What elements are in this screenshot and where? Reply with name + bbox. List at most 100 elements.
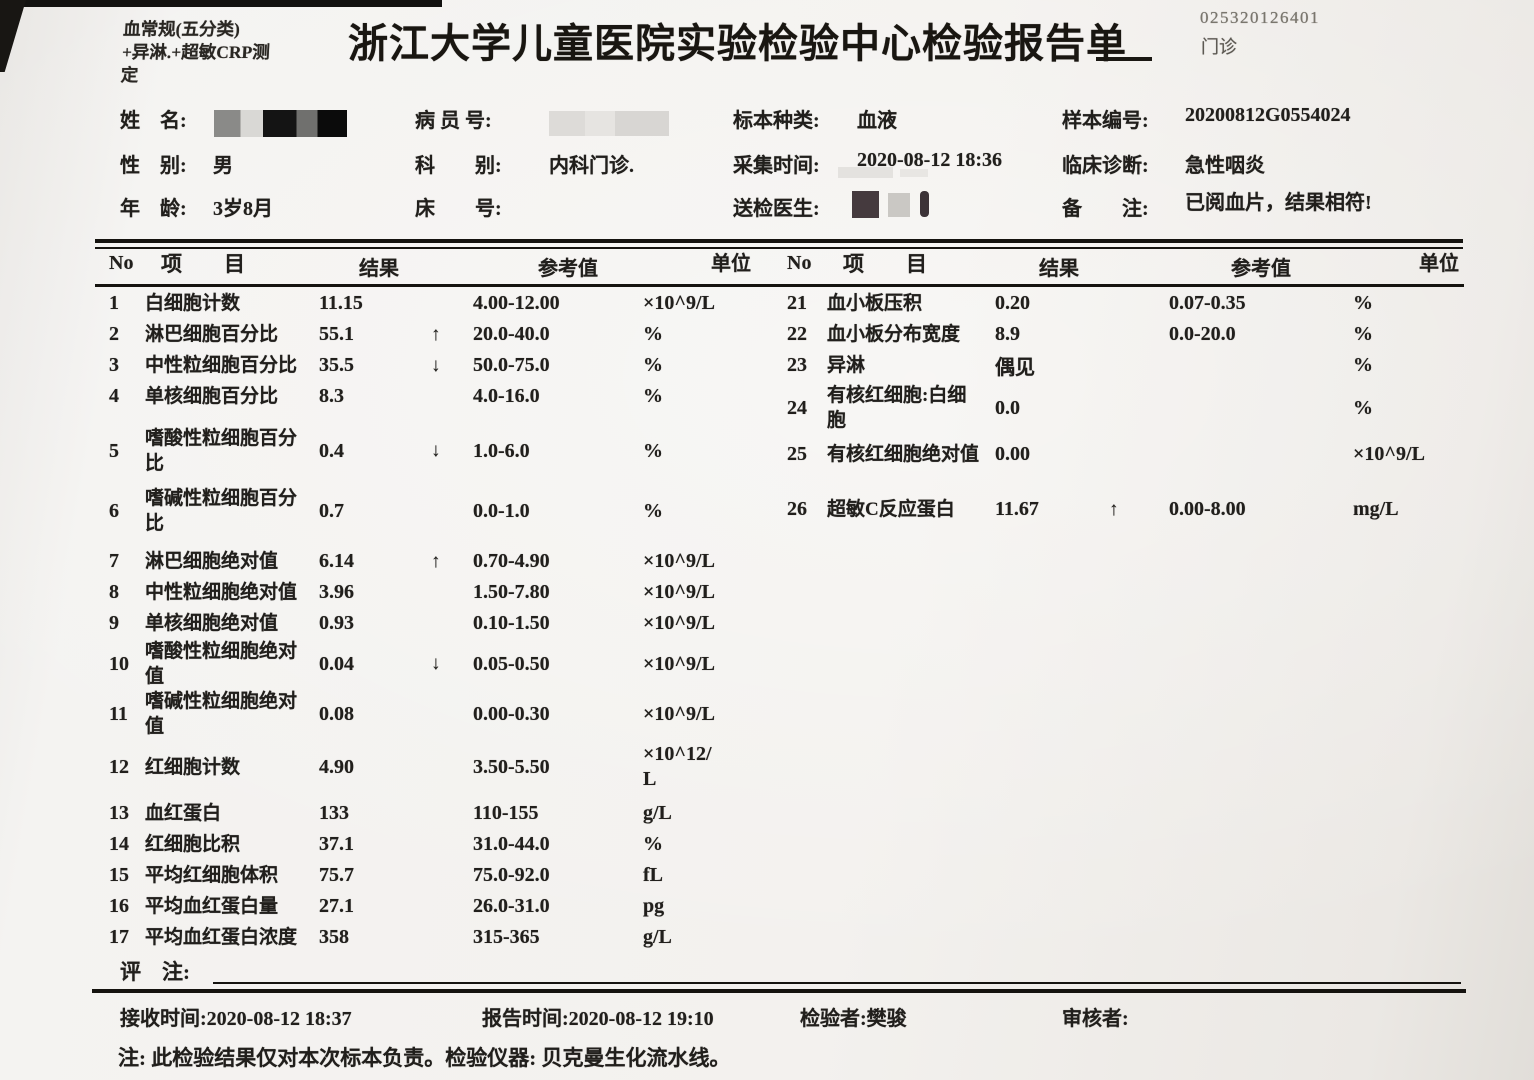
col-result-header: 结果 bbox=[1039, 258, 1079, 280]
item-name: 嗜酸性粒细胞百分比 bbox=[145, 428, 298, 474]
unit-value: % bbox=[643, 833, 663, 855]
row-number: 22 bbox=[787, 323, 807, 345]
collect-time-label: 采集时间: bbox=[733, 155, 820, 177]
unit-value: % bbox=[1353, 292, 1373, 314]
diagnosis-value: 急性咽炎 bbox=[1185, 155, 1265, 177]
col-item-header: 项 目 bbox=[161, 252, 245, 276]
item-name: 中性粒细胞绝对值 bbox=[145, 582, 298, 603]
reference-range: 4.00-12.00 bbox=[473, 292, 560, 314]
tester-label: 检验者: bbox=[800, 1008, 867, 1030]
unit-value: ×10^9/L bbox=[1353, 443, 1425, 465]
comment-underline bbox=[213, 982, 1461, 984]
reference-range: 3.50-5.50 bbox=[473, 755, 550, 778]
row-number: 15 bbox=[109, 864, 129, 886]
row-number: 12 bbox=[109, 755, 129, 778]
result-value: 35.5 bbox=[319, 354, 354, 376]
item-name: 淋巴细胞百分比 bbox=[145, 324, 279, 345]
unit-value: pg bbox=[643, 895, 665, 917]
form-type-line1: 血常规(五分类) bbox=[122, 19, 241, 39]
table-top-rule-thin bbox=[95, 247, 1463, 249]
col-no-header: No bbox=[109, 252, 134, 274]
remark-label: 备 注: bbox=[1062, 198, 1149, 220]
result-value: 0.4 bbox=[319, 439, 344, 462]
redaction-patient-name bbox=[214, 110, 347, 137]
item-name: 超敏C反应蛋白 bbox=[827, 499, 955, 520]
right-results-table: 21 血小板压积 0.20 0.07-0.35% 22 血小板分布宽度 8.9 0.0-20.… bbox=[783, 288, 1463, 525]
lab-row-6: 6 嗜碱性粒细胞百分比 0.7 0.0-1.0% bbox=[105, 486, 745, 536]
item-name: 红细胞计数 bbox=[145, 756, 241, 778]
reference-range: 110-155 bbox=[473, 802, 539, 824]
remark-value: 已阅血片，结果相符! bbox=[1185, 192, 1372, 214]
col-unit-header: 单位 bbox=[1419, 253, 1459, 275]
form-type-line3: 定 bbox=[120, 65, 139, 85]
lab-row-21: 21 血小板压积 0.20 0.07-0.35% bbox=[783, 288, 1463, 319]
lab-row-3: 3 中性粒细胞百分比 35.5 ↓ 50.0-75.0% bbox=[105, 350, 745, 381]
col-flag-header bbox=[467, 252, 503, 281]
unit-value: ×10^9/L bbox=[643, 292, 715, 314]
collect-time-value: 2020-08-12 18:36 bbox=[857, 149, 1002, 171]
col-result-header: 结果 bbox=[359, 258, 399, 280]
result-value: 37.1 bbox=[319, 833, 354, 855]
lab-row-13: 13 血红蛋白 133 110-155 g/L bbox=[105, 798, 745, 829]
redaction-doctor-name bbox=[852, 191, 879, 218]
unit-value: g/L bbox=[643, 802, 672, 824]
item-name: 血小板分布宽度 bbox=[827, 324, 961, 345]
result-value: 133 bbox=[319, 802, 349, 824]
lab-row-9: 9 单核细胞绝对值 0.93 0.10-1.50 ×10^9/L bbox=[105, 608, 745, 639]
row-number: 3 bbox=[109, 354, 119, 376]
row-number: 6 bbox=[109, 499, 119, 522]
result-value: 27.1 bbox=[319, 895, 354, 917]
reference-range: 0.07-0.35 bbox=[1169, 292, 1246, 314]
item-name: 平均血红蛋白量 bbox=[145, 896, 279, 917]
row-number: 23 bbox=[787, 354, 807, 376]
doctor-label: 送检医生: bbox=[733, 198, 820, 220]
row-number: 4 bbox=[109, 385, 119, 407]
row-number: 5 bbox=[109, 439, 119, 462]
lab-row-10: 10 嗜酸性粒细胞绝对值 0.04 ↓ 0.05-0.50 ×10^9/L bbox=[105, 639, 745, 689]
row-number: 16 bbox=[109, 895, 129, 917]
result-value: 0.04 bbox=[319, 652, 354, 675]
item-name: 单核细胞百分比 bbox=[145, 386, 279, 407]
unit-value: ×10^9/L bbox=[643, 702, 715, 725]
tester-value: 樊骏 bbox=[866, 1008, 907, 1030]
item-name: 血红蛋白 bbox=[145, 803, 222, 824]
unit-value: ×10^9/L bbox=[643, 550, 715, 572]
receive-time-value: 2020-08-12 18:37 bbox=[206, 1008, 352, 1030]
row-number: 2 bbox=[109, 323, 119, 345]
result-value: 358 bbox=[319, 926, 349, 948]
unit-value: % bbox=[1353, 354, 1373, 376]
row-number: 14 bbox=[109, 833, 129, 855]
unit-value: ×10^12/L bbox=[631, 742, 763, 792]
lab-row-4: 4 单核细胞百分比 8.3 4.0-16.0% bbox=[105, 381, 745, 412]
redaction-patient-id bbox=[549, 111, 669, 136]
receive-time-label: 接收时间: bbox=[120, 1008, 207, 1030]
lab-row-16: 16 平均血红蛋白量 27.1 26.0-31.0 pg bbox=[105, 891, 745, 922]
unit-value: % bbox=[1353, 396, 1373, 419]
unit-value: ×10^9/L bbox=[643, 652, 715, 675]
name-label: 姓 名: bbox=[120, 110, 187, 132]
lab-row-14: 14 红细胞比积 37.1 31.0-44.0% bbox=[105, 829, 745, 860]
col-ref-header: 参考值 bbox=[1231, 258, 1291, 280]
diagnosis-label: 临床诊断: bbox=[1062, 155, 1149, 177]
reference-range: 0.10-1.50 bbox=[473, 612, 550, 634]
disclaimer-note: 注: 此检验结果仅对本次标本负责。检验仪器: 贝克曼生化流水线。 bbox=[118, 1046, 731, 1070]
bed-no-label: 床 号: bbox=[415, 198, 502, 220]
lab-row-22: 22 血小板分布宽度 8.9 0.0-20.0% bbox=[783, 319, 1463, 350]
row-number: 13 bbox=[109, 802, 129, 824]
lab-row-17: 17 平均血红蛋白浓度 358 315-365 g/L bbox=[105, 922, 745, 953]
sex-label: 性 别: bbox=[120, 155, 187, 177]
reference-range: 31.0-44.0 bbox=[473, 833, 550, 855]
flag-low-arrow-icon: ↓ bbox=[431, 653, 441, 674]
result-value: 0.7 bbox=[319, 499, 344, 522]
lab-row-8: 8 中性粒细胞绝对值 3.96 1.50-7.80 ×10^9/L bbox=[105, 577, 745, 608]
col-item-header: 项 目 bbox=[843, 252, 927, 276]
item-name: 红细胞比积 bbox=[145, 834, 241, 855]
report-title: 浙江大学儿童医院实验检验中心检验报告单 bbox=[348, 21, 1127, 66]
flag-low-arrow-icon: ↓ bbox=[431, 440, 441, 461]
reference-range: 0.0-20.0 bbox=[1169, 323, 1236, 345]
unit-value: % bbox=[643, 385, 663, 407]
reference-range: 0.70-4.90 bbox=[473, 550, 550, 572]
reference-range: 0.00-8.00 bbox=[1169, 498, 1246, 520]
item-name: 白细胞计数 bbox=[145, 293, 241, 314]
row-number: 24 bbox=[787, 396, 807, 419]
